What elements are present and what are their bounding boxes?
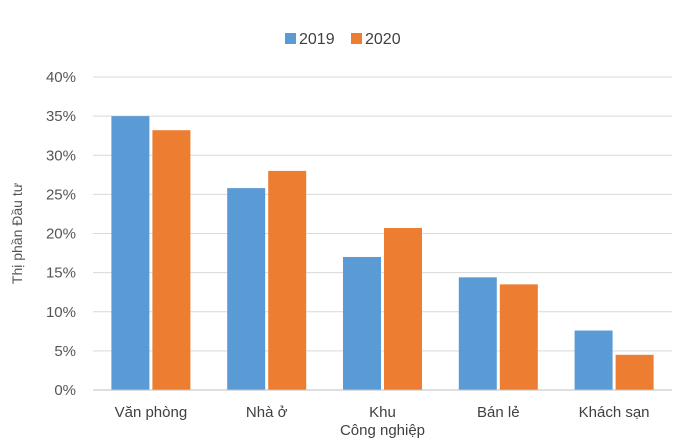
y-tick-label: 35% bbox=[46, 108, 76, 125]
y-tick-label: 5% bbox=[54, 343, 76, 360]
legend-label-2019: 2019 bbox=[299, 31, 335, 48]
x-category-label: Khu bbox=[369, 404, 396, 421]
x-category-label: Công nghiệp bbox=[340, 422, 425, 439]
x-category-label: Nhà ở bbox=[246, 404, 288, 421]
bar-2020-0 bbox=[152, 130, 191, 390]
x-category-label: Bán lẻ bbox=[477, 404, 520, 421]
bar-2020-4 bbox=[615, 354, 654, 390]
legend-swatch-2020 bbox=[351, 33, 362, 44]
bar-2019-0 bbox=[111, 116, 150, 390]
y-tick-label: 0% bbox=[54, 382, 76, 399]
legend-swatch-2019 bbox=[285, 33, 296, 44]
bar-2020-3 bbox=[499, 284, 538, 390]
legend-label-2020: 2020 bbox=[365, 31, 401, 48]
labels: 0% 5% 10% 15% 20% 25% 30% 35% 40% Văn phòng Nhà ở K… bbox=[9, 69, 650, 439]
y-axis-title: Thị phần Đầu tư bbox=[9, 183, 25, 284]
y-tick-label: 40% bbox=[46, 69, 76, 86]
y-tick-label: 10% bbox=[46, 304, 76, 321]
x-category-label: Văn phòng bbox=[115, 404, 188, 421]
x-category-label: Khách sạn bbox=[579, 404, 650, 421]
y-tick-label: 15% bbox=[46, 265, 76, 282]
bar-2019-2 bbox=[343, 256, 381, 390]
y-tick-label: 20% bbox=[46, 226, 76, 243]
bar-2020-2 bbox=[384, 228, 422, 390]
y-tick-label: 30% bbox=[46, 147, 76, 164]
bar-2019-4 bbox=[574, 330, 613, 390]
y-tick-label: 25% bbox=[46, 186, 76, 203]
legend: 2019 2020 bbox=[285, 31, 401, 48]
bar-2019-3 bbox=[458, 277, 497, 390]
bar-2020-1 bbox=[268, 170, 307, 390]
bar-2019-1 bbox=[227, 188, 266, 390]
bars bbox=[111, 116, 654, 390]
